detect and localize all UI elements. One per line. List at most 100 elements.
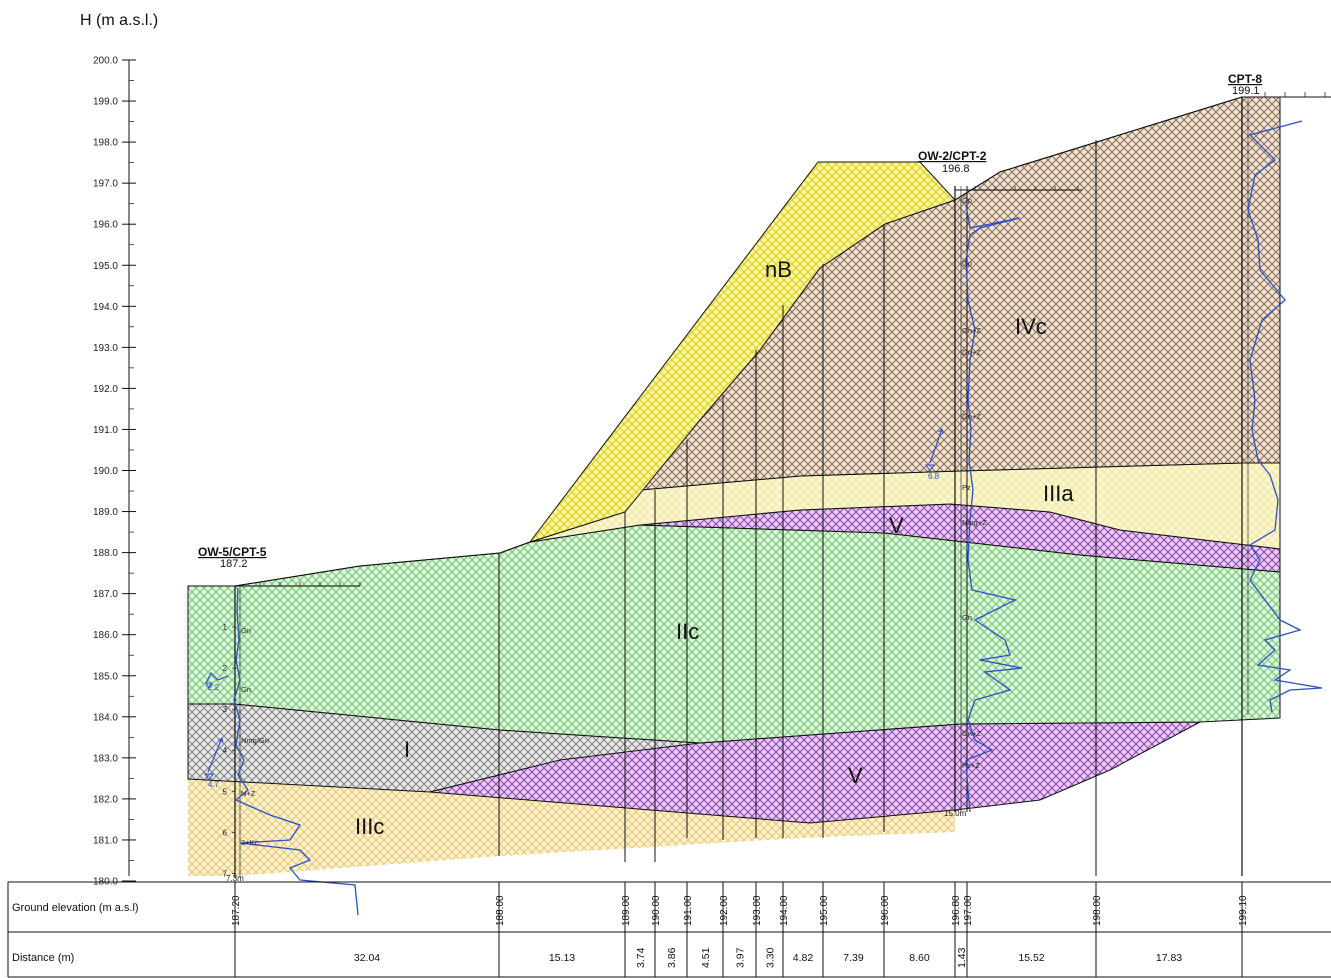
- layer-label-iiic: IIIc: [355, 814, 384, 839]
- distance-value: 3.30: [765, 947, 777, 968]
- depth-tick-label: 5: [223, 787, 228, 796]
- distance-value: 8.60: [909, 952, 930, 964]
- borehole-elevation: 199.1: [1232, 85, 1260, 97]
- distance-value: 1.43: [956, 947, 968, 968]
- axis-tick-label: 200.0: [93, 56, 118, 67]
- ground-elevation-value: 193.00: [752, 895, 763, 926]
- distance-value: 4.51: [700, 947, 712, 968]
- soil-tag: 2+Kc: [241, 838, 259, 847]
- depth-tick-label: 1: [223, 623, 228, 632]
- borehole-name: CPT-8: [1228, 72, 1262, 86]
- borehole-ow5-cpt5: OW-5/CPT-5 187.2 Gn Gn Nmg/Gn N+Z 2+Kc 7…: [188, 545, 361, 916]
- axis-tick-label: 182.0: [93, 794, 118, 805]
- distance-value: 4.82: [793, 952, 814, 964]
- axis-tick-label: 198.0: [93, 138, 118, 149]
- ground-elevation-value: 194.00: [779, 895, 790, 926]
- borehole-name: OW-2/CPT-2: [918, 149, 987, 163]
- distance-value: 17.83: [1156, 952, 1182, 964]
- layer-label-iic: IIc: [676, 619, 699, 644]
- cpt-curve: [1247, 120, 1323, 713]
- elevation-axis: 200.0 199.0 198.0 197.0 196.0 195.0 194.0 193.0…: [93, 56, 136, 888]
- ground-elevation-value: 190.00: [651, 895, 662, 926]
- soil-tag: Gp: [962, 259, 972, 268]
- borehole-ow2-cpt2: OW-2/CPT-2 196.8 Gp Gp Gn+Z Gn+Z Gn+Z Pz…: [918, 149, 1082, 818]
- table-row-title-distance: Distance (m): [12, 952, 74, 964]
- ground-elevation-value: 189.00: [621, 895, 632, 926]
- layer-label-v-lower: V: [848, 763, 863, 788]
- ground-elevation-value: 199.10: [1238, 895, 1249, 926]
- ground-elevation-value: 198.00: [1092, 895, 1103, 926]
- layer-label-ivc: IVc: [1015, 314, 1047, 339]
- borehole-elevation: 187.2: [220, 558, 248, 570]
- distance-value: 7.39: [843, 952, 864, 964]
- depth-tick-label: 2: [223, 664, 228, 673]
- strata: [187, 96, 1331, 876]
- borehole-bottom-depth: 15.0m: [944, 809, 967, 818]
- soil-tag: Pz+Z: [962, 761, 980, 770]
- axis-title: H (m a.s.l.): [80, 12, 158, 29]
- cpt-scale-ticks: [259, 582, 361, 586]
- axis-tick-label: 192.0: [93, 384, 118, 395]
- soil-tag: Gn+Z: [962, 412, 981, 421]
- soil-tag: Gp: [962, 196, 972, 205]
- water-level-arrow: [929, 428, 943, 464]
- cpt-scale-ticks: [974, 186, 1079, 190]
- water-level-icon: [204, 773, 214, 781]
- axis-tick-label: 183.0: [93, 753, 118, 764]
- layer-label-v-upper: V: [889, 513, 904, 538]
- distance-value: 3.74: [635, 947, 647, 968]
- depth-tick-label: 7: [223, 869, 228, 878]
- axis-tick-label: 181.0: [93, 835, 118, 846]
- table-row-title-elevation: Ground elevation (m a.s.l): [12, 902, 139, 914]
- soil-tag: Gn+Z: [962, 326, 981, 335]
- soil-tag: N+Z: [241, 789, 256, 798]
- water-level-value: 4.7: [208, 780, 220, 789]
- axis-tick-label: 189.0: [93, 507, 118, 518]
- axis-tick-label: 199.0: [93, 97, 118, 108]
- layer-labels: nB IVc IIIa V IIc I V IIIc: [355, 257, 1074, 839]
- axis-tick-label: 187.0: [93, 589, 118, 600]
- water-level-icon: [205, 682, 213, 689]
- axis-tick-label: 196.0: [93, 220, 118, 231]
- ground-elevation-value: 187.20: [231, 895, 242, 926]
- layer-label-iiia: IIIa: [1043, 481, 1074, 506]
- section-lines: [234, 140, 1243, 977]
- soil-tag: Nmg/Gn: [241, 736, 269, 745]
- water-level-arrow: [205, 671, 229, 684]
- axis-tick-label: 197.0: [93, 179, 118, 190]
- ground-elevation-value: 192.00: [719, 895, 730, 926]
- borehole-bottom-depth: 7.3m: [226, 874, 244, 883]
- depth-tick-label: 6: [223, 828, 228, 837]
- distance-value: 15.13: [549, 952, 575, 964]
- ground-elevation-value: 196.00: [880, 895, 891, 926]
- borehole-elevation: 196.8: [942, 163, 970, 175]
- ground-elevation-value: 196.80: [951, 895, 962, 926]
- axis-tick-label: 195.0: [93, 261, 118, 272]
- layer-label-i: I: [404, 737, 410, 762]
- distance-value: 3.86: [666, 947, 678, 968]
- axis-tick-label: 193.0: [93, 343, 118, 354]
- axis-tick-label: 194.0: [93, 302, 118, 313]
- cpt-curve: [233, 587, 359, 916]
- soil-tag: Gn+Z: [962, 729, 981, 738]
- depth-tick-label: 4: [223, 746, 228, 755]
- depth-tick-label: 3: [223, 705, 228, 714]
- distance-value: 15.52: [1018, 952, 1044, 964]
- axis-tick-label: 184.0: [93, 712, 118, 723]
- water-level-icon: [925, 464, 935, 472]
- layer-label-nb: nB: [765, 257, 792, 282]
- data-table: Ground elevation (m a.s.l) Distance (m) …: [7, 881, 1331, 978]
- soil-tag: Gn: [241, 685, 251, 694]
- axis-tick-label: 190.0: [93, 466, 118, 477]
- layer-v-lower-area: [429, 721, 1201, 824]
- axis-tick-label: 186.0: [93, 630, 118, 641]
- distance-value: 3.97: [735, 947, 747, 968]
- ground-elevation-value: 195.00: [819, 895, 830, 926]
- axis-tick-label: 191.0: [93, 425, 118, 436]
- axis-tick-label: 188.0: [93, 548, 118, 559]
- arrow-head: [217, 737, 224, 744]
- water-level-arrow: [207, 737, 223, 773]
- arrow-head: [937, 428, 944, 435]
- soil-tag: Pz: [962, 483, 971, 492]
